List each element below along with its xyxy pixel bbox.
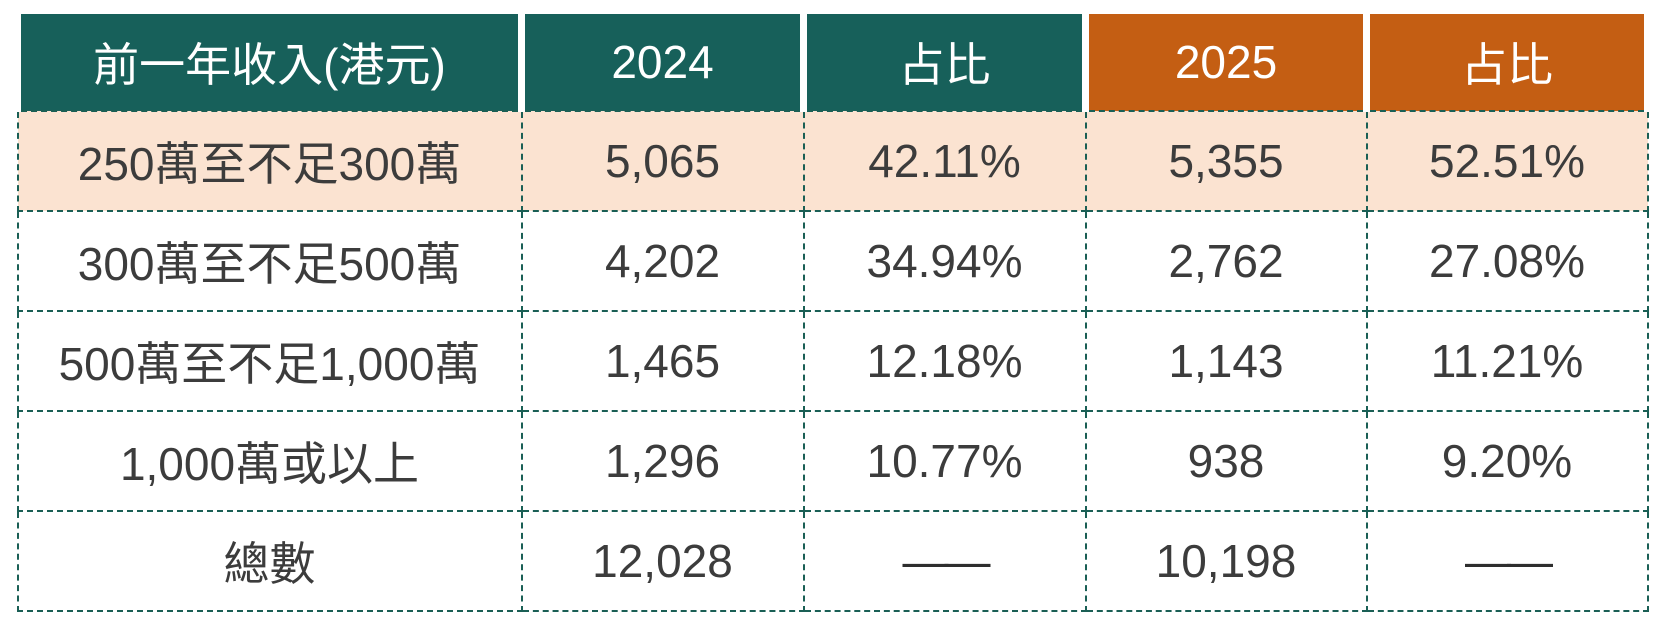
table-row-1000-plus: 1,000萬或以上 1,296 10.77% 938 9.20%: [16, 410, 1649, 512]
cell-count-2024: 4,202: [520, 210, 805, 312]
cell-category: 500萬至不足1,000萬: [16, 310, 523, 412]
cell-count-2025: 1,143: [1084, 310, 1368, 412]
table-row-500-1000: 500萬至不足1,000萬 1,465 12.18% 1,143 11.21%: [16, 310, 1649, 412]
col-header-2025-share: 占比: [1363, 14, 1651, 111]
cell-share-2024: 42.11%: [802, 110, 1087, 212]
cell-category: 300萬至不足500萬: [16, 210, 523, 312]
col-header-income: 前一年收入(港元): [14, 14, 525, 111]
table-row-250-300: 250萬至不足300萬 5,065 42.11% 5,355 52.51%: [16, 110, 1649, 212]
col-header-2024-share: 占比: [800, 14, 1089, 111]
cell-count-2024: 1,465: [520, 310, 805, 412]
cell-count-2024: 12,028: [520, 510, 805, 612]
cell-share-2025-dash: ——: [1365, 510, 1649, 612]
cell-count-2025: 2,762: [1084, 210, 1368, 312]
cell-category: 1,000萬或以上: [16, 410, 523, 512]
cell-share-2025: 9.20%: [1365, 410, 1649, 512]
cell-category: 總數: [16, 510, 523, 612]
cell-count-2025: 5,355: [1084, 110, 1368, 212]
income-table: 前一年收入(港元) 2024 占比 2025 占比 250萬至不足300萬 5,…: [14, 14, 1651, 612]
cell-share-2025: 52.51%: [1365, 110, 1649, 212]
cell-share-2024-dash: ——: [802, 510, 1087, 612]
table-row-300-500: 300萬至不足500萬 4,202 34.94% 2,762 27.08%: [16, 210, 1649, 312]
cell-count-2024: 1,296: [520, 410, 805, 512]
col-header-2024: 2024: [518, 14, 807, 111]
cell-count-2025: 10,198: [1084, 510, 1368, 612]
cell-category: 250萬至不足300萬: [16, 110, 523, 212]
cell-count-2024: 5,065: [520, 110, 805, 212]
table-row-total: 總數 12,028 —— 10,198 ——: [16, 510, 1649, 612]
cell-count-2025: 938: [1084, 410, 1368, 512]
cell-share-2025: 27.08%: [1365, 210, 1649, 312]
cell-share-2024: 10.77%: [802, 410, 1087, 512]
header-row: 前一年收入(港元) 2024 占比 2025 占比: [14, 14, 1651, 111]
cell-share-2024: 12.18%: [802, 310, 1087, 412]
col-header-2025: 2025: [1082, 14, 1370, 111]
cell-share-2025: 11.21%: [1365, 310, 1649, 412]
cell-share-2024: 34.94%: [802, 210, 1087, 312]
